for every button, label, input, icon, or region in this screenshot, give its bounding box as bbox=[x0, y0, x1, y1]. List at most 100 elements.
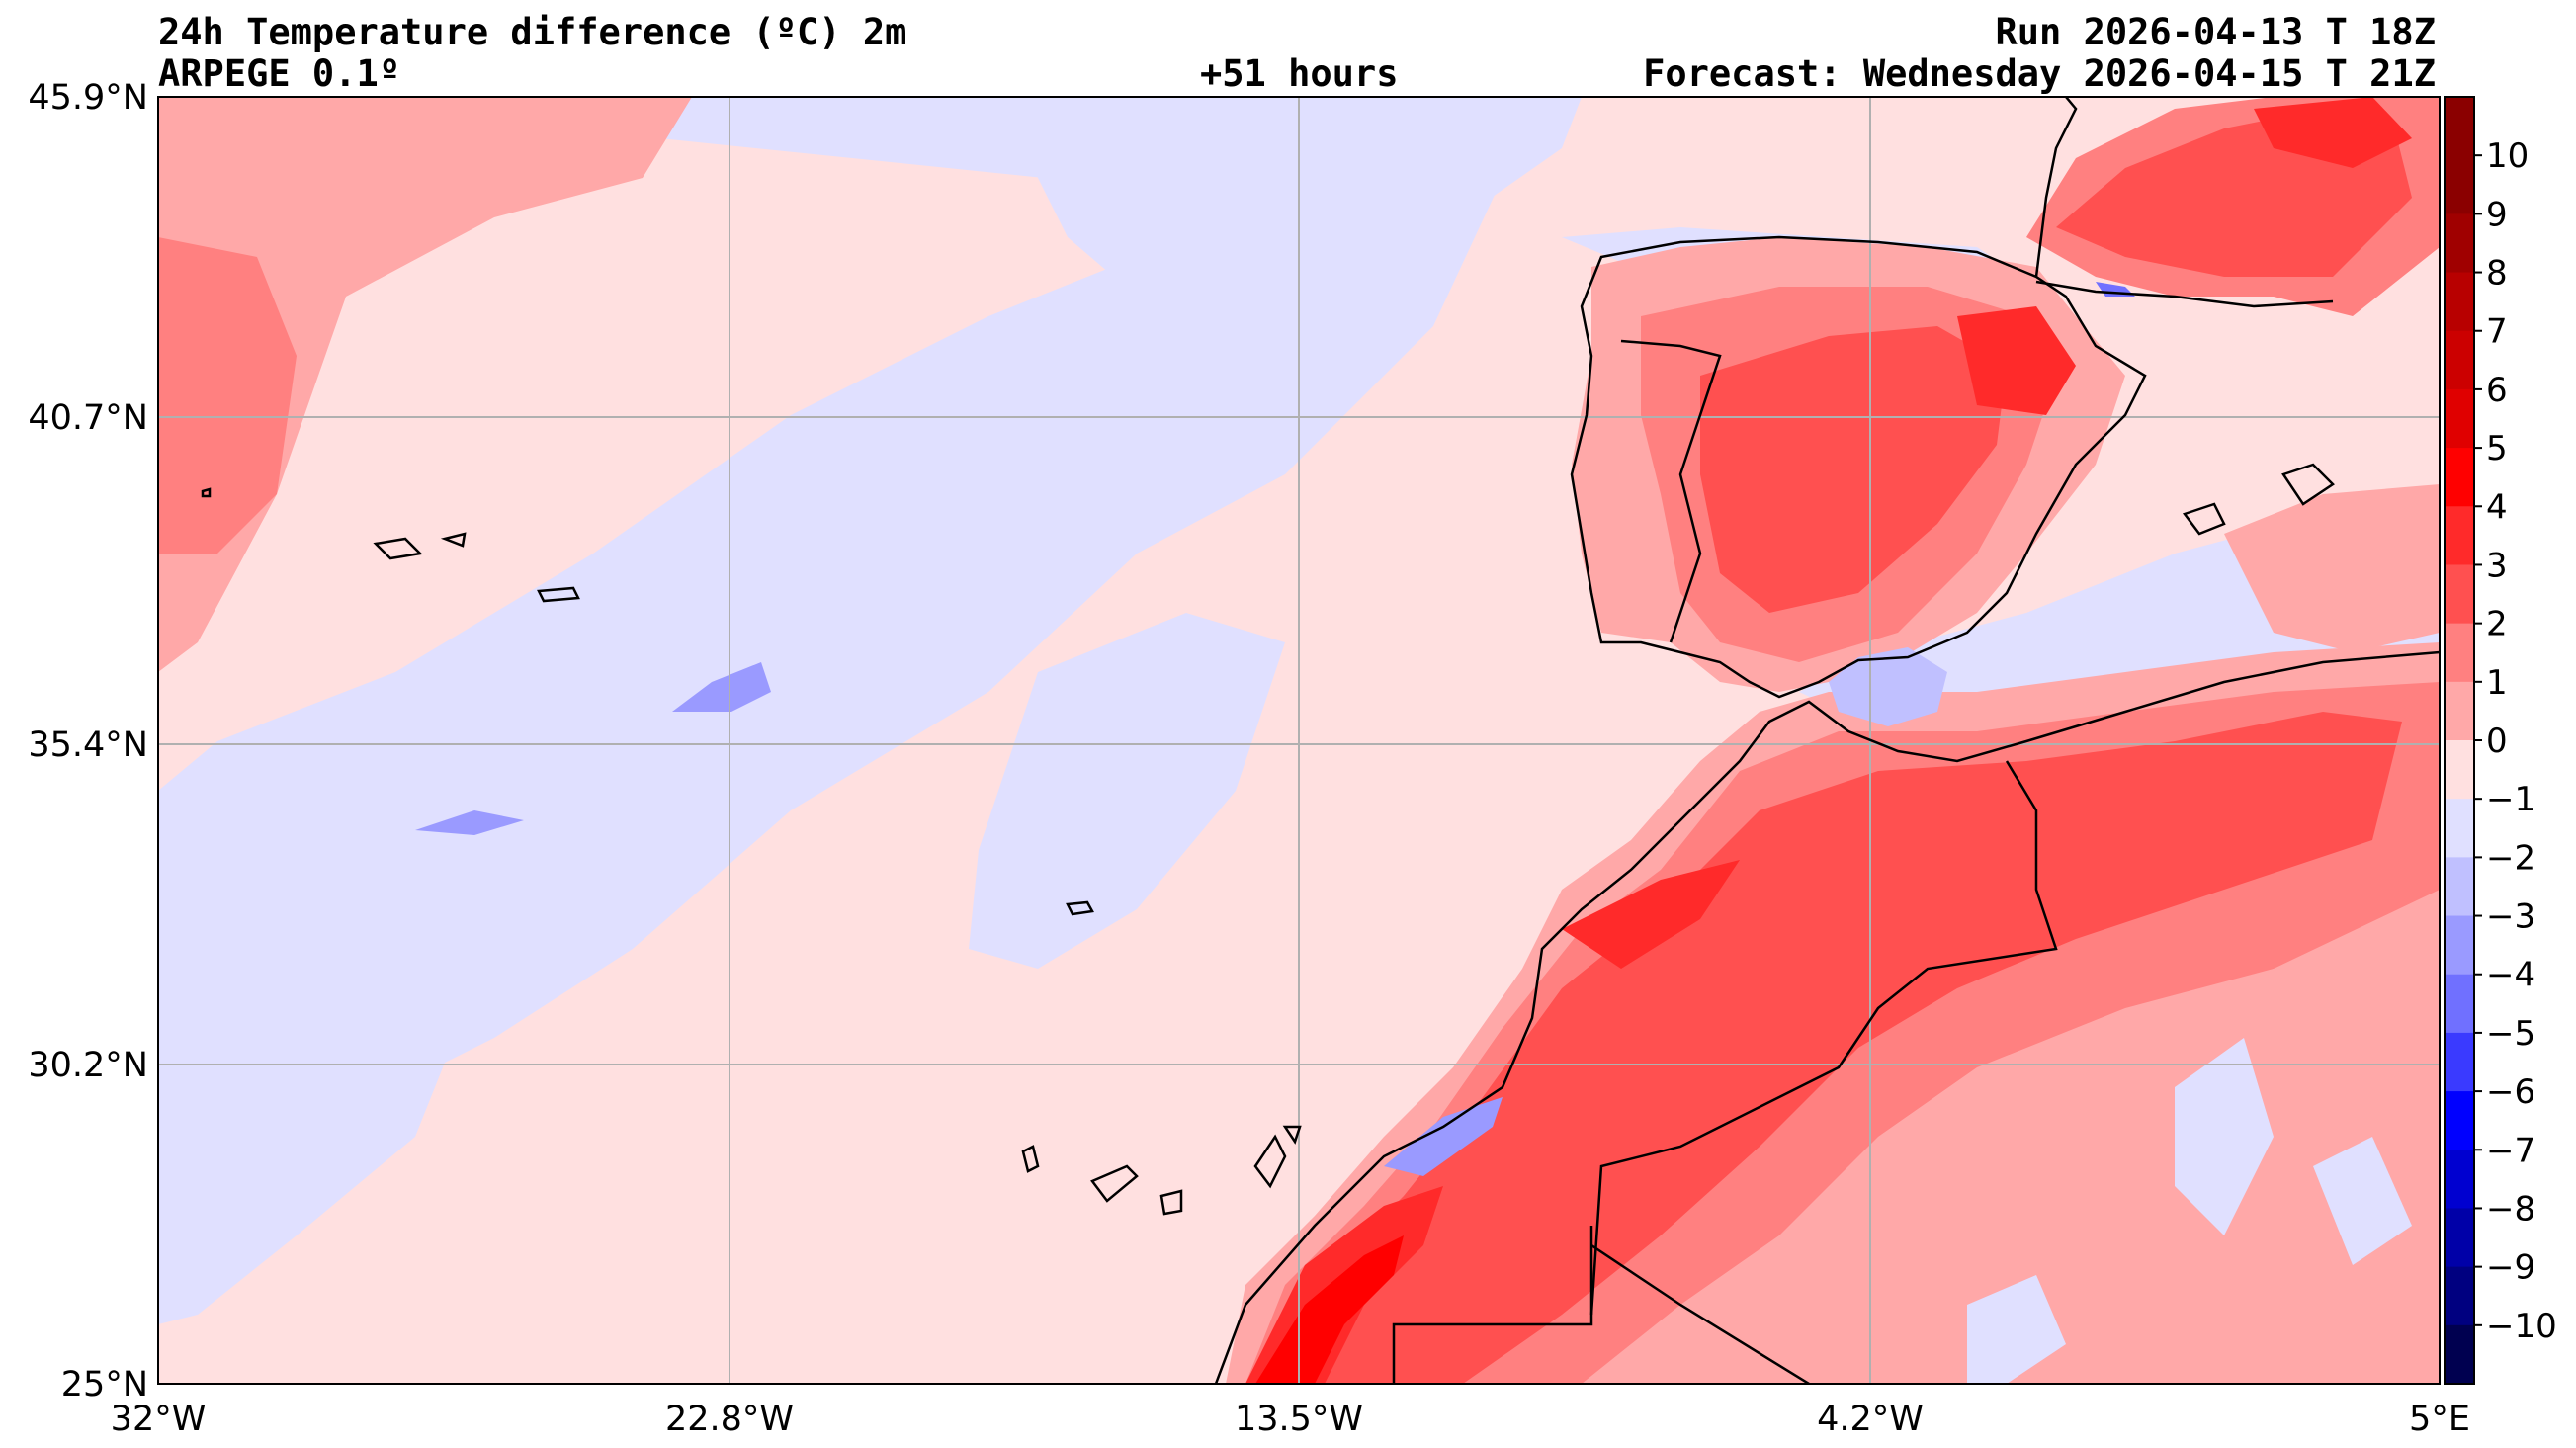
colorbar-label: −8 bbox=[2486, 1189, 2535, 1229]
chart-title: 24h Temperature difference (ºC) 2m bbox=[158, 11, 907, 53]
azores-island-4 bbox=[201, 487, 212, 498]
colorbar-swatch bbox=[2445, 1150, 2474, 1209]
africa-warm-6 bbox=[1562, 860, 1740, 969]
africa-warm-5 bbox=[1255, 1235, 1404, 1384]
lat-tick-30-2: 30.2°N bbox=[28, 1046, 148, 1085]
spain-france-border bbox=[2035, 280, 2334, 308]
colorbar-label: 0 bbox=[2486, 722, 2508, 761]
azores-island-3 bbox=[537, 586, 580, 603]
colorbar-label: 1 bbox=[2486, 663, 2508, 703]
africa-warm-3 bbox=[1275, 712, 2402, 1384]
colorbar-label: 8 bbox=[2486, 254, 2508, 294]
colorbar-label: −7 bbox=[2486, 1131, 2535, 1170]
colorbar-swatch bbox=[2445, 1266, 2474, 1326]
cool-spot-coast bbox=[1384, 1097, 1503, 1176]
colorbar-label: 9 bbox=[2486, 195, 2508, 234]
colorbar-label: −6 bbox=[2486, 1072, 2535, 1112]
azores-island-1 bbox=[373, 537, 423, 560]
canary-island-3 bbox=[1159, 1189, 1183, 1216]
canary-island-2 bbox=[1090, 1164, 1139, 1203]
colorbar-swatch bbox=[2445, 506, 2474, 565]
colorbar-swatch bbox=[2445, 915, 2474, 976]
colorbar-swatch bbox=[2445, 857, 2474, 917]
cool-spot-atlantic bbox=[672, 662, 771, 712]
colorbar-swatch bbox=[2445, 1032, 2474, 1092]
coastlines bbox=[201, 97, 2440, 1384]
sahara-neg-patch-1 bbox=[2175, 1038, 2274, 1235]
colorbar-label: 4 bbox=[2486, 487, 2508, 527]
canary-island-1 bbox=[1021, 1145, 1040, 1173]
colorbar-swatch bbox=[2445, 1208, 2474, 1268]
med-east-warm bbox=[2224, 484, 2440, 652]
negative-zone-southwest bbox=[158, 939, 474, 1324]
graticule bbox=[158, 97, 2440, 1384]
colorbar-label: −1 bbox=[2486, 780, 2535, 819]
lat-tick-25: 25°N bbox=[61, 1365, 148, 1405]
colorbar-swatch bbox=[2445, 213, 2474, 274]
colorbar-swatch bbox=[2445, 155, 2474, 214]
colorbar-swatch bbox=[2445, 799, 2474, 858]
morocco-coastline bbox=[1214, 650, 2440, 1384]
forecast-hour-label: +51 hours bbox=[1200, 52, 1399, 95]
iberia-coastline bbox=[1570, 235, 2147, 699]
sahara-neg-patch-3 bbox=[1967, 1275, 2066, 1384]
colorbar-swatch bbox=[2445, 448, 2474, 507]
lon-tick-32w: 32°W bbox=[111, 1400, 207, 1439]
colorbar-label: 10 bbox=[2486, 136, 2529, 176]
colorbar-label: −10 bbox=[2486, 1307, 2557, 1346]
france-coastline bbox=[2034, 97, 2078, 278]
cool-spot-atlantic-2 bbox=[415, 810, 524, 835]
valid-time-label: Forecast: Wednesday 2026-04-15 T 21Z bbox=[1643, 52, 2436, 95]
western-sahara-border bbox=[1392, 1226, 1593, 1384]
lat-tick-35-4: 35.4°N bbox=[28, 725, 148, 765]
colorbar-label: −3 bbox=[2486, 897, 2535, 937]
mauritania-border bbox=[1590, 1243, 1810, 1384]
colorbar-swatch bbox=[2445, 681, 2474, 741]
run-time-label: Run 2026-04-13 T 18Z bbox=[1995, 11, 2436, 53]
morocco-algeria-border bbox=[1589, 760, 2058, 1316]
colorbar-swatch bbox=[2445, 623, 2474, 683]
colorbar-label: 2 bbox=[2486, 605, 2508, 644]
warm-patch-northwest-core bbox=[158, 237, 297, 554]
colorbar-swatch bbox=[2445, 740, 2474, 800]
spain-portugal-border bbox=[1620, 339, 1722, 643]
colorbar-swatch bbox=[2445, 1324, 2474, 1385]
model-label: ARPEGE 0.1º bbox=[158, 52, 401, 95]
lat-tick-45-9: 45.9°N bbox=[28, 78, 148, 118]
colorbar-swatch bbox=[2445, 272, 2474, 332]
lon-tick-5e: 5°E bbox=[2409, 1400, 2470, 1439]
lon-tick-4-2w: 4.2°W bbox=[1817, 1400, 1924, 1439]
colorbar-label: 3 bbox=[2486, 546, 2508, 585]
colorbar-swatch bbox=[2445, 1091, 2474, 1150]
colorbar-label: −2 bbox=[2486, 838, 2535, 878]
negative-zone-mid bbox=[969, 613, 1285, 969]
negative-zone-north bbox=[1028, 97, 1582, 326]
canary-island-4 bbox=[1253, 1134, 1287, 1189]
colorbar-label: 5 bbox=[2486, 429, 2508, 468]
canary-island-5 bbox=[1282, 1125, 1302, 1145]
negative-zone-atlantic bbox=[158, 97, 1503, 1147]
lon-axis: 32°W 22.8°W 13.5°W 4.2°W 5°E bbox=[111, 1400, 2470, 1439]
colorbar-label: −4 bbox=[2486, 956, 2535, 995]
corsica-outline bbox=[2281, 463, 2335, 506]
colorbar-label: 7 bbox=[2486, 312, 2508, 352]
iberia-warm-3 bbox=[1700, 326, 2007, 613]
warm-patch-northwest bbox=[158, 97, 692, 672]
map-frame bbox=[157, 96, 2441, 1385]
colorbar-label: 6 bbox=[2486, 371, 2508, 410]
iberia-warm-4 bbox=[1957, 306, 2076, 415]
lat-tick-40-7: 40.7°N bbox=[28, 398, 148, 438]
colorbar-swatch bbox=[2445, 974, 2474, 1034]
colorbar-swatch bbox=[2445, 388, 2474, 449]
balearic-islands bbox=[2182, 502, 2226, 536]
madeira-outline bbox=[1066, 900, 1094, 916]
lat-axis: 45.9°N 40.7°N 35.4°N 30.2°N 25°N bbox=[28, 78, 148, 1405]
lon-tick-22-8w: 22.8°W bbox=[665, 1400, 794, 1439]
colorbar-label: −5 bbox=[2486, 1014, 2535, 1054]
sahara-neg-patch-2 bbox=[2313, 1137, 2412, 1265]
colorbar-swatch bbox=[2445, 330, 2474, 390]
france-warm-3 bbox=[2254, 97, 2412, 168]
